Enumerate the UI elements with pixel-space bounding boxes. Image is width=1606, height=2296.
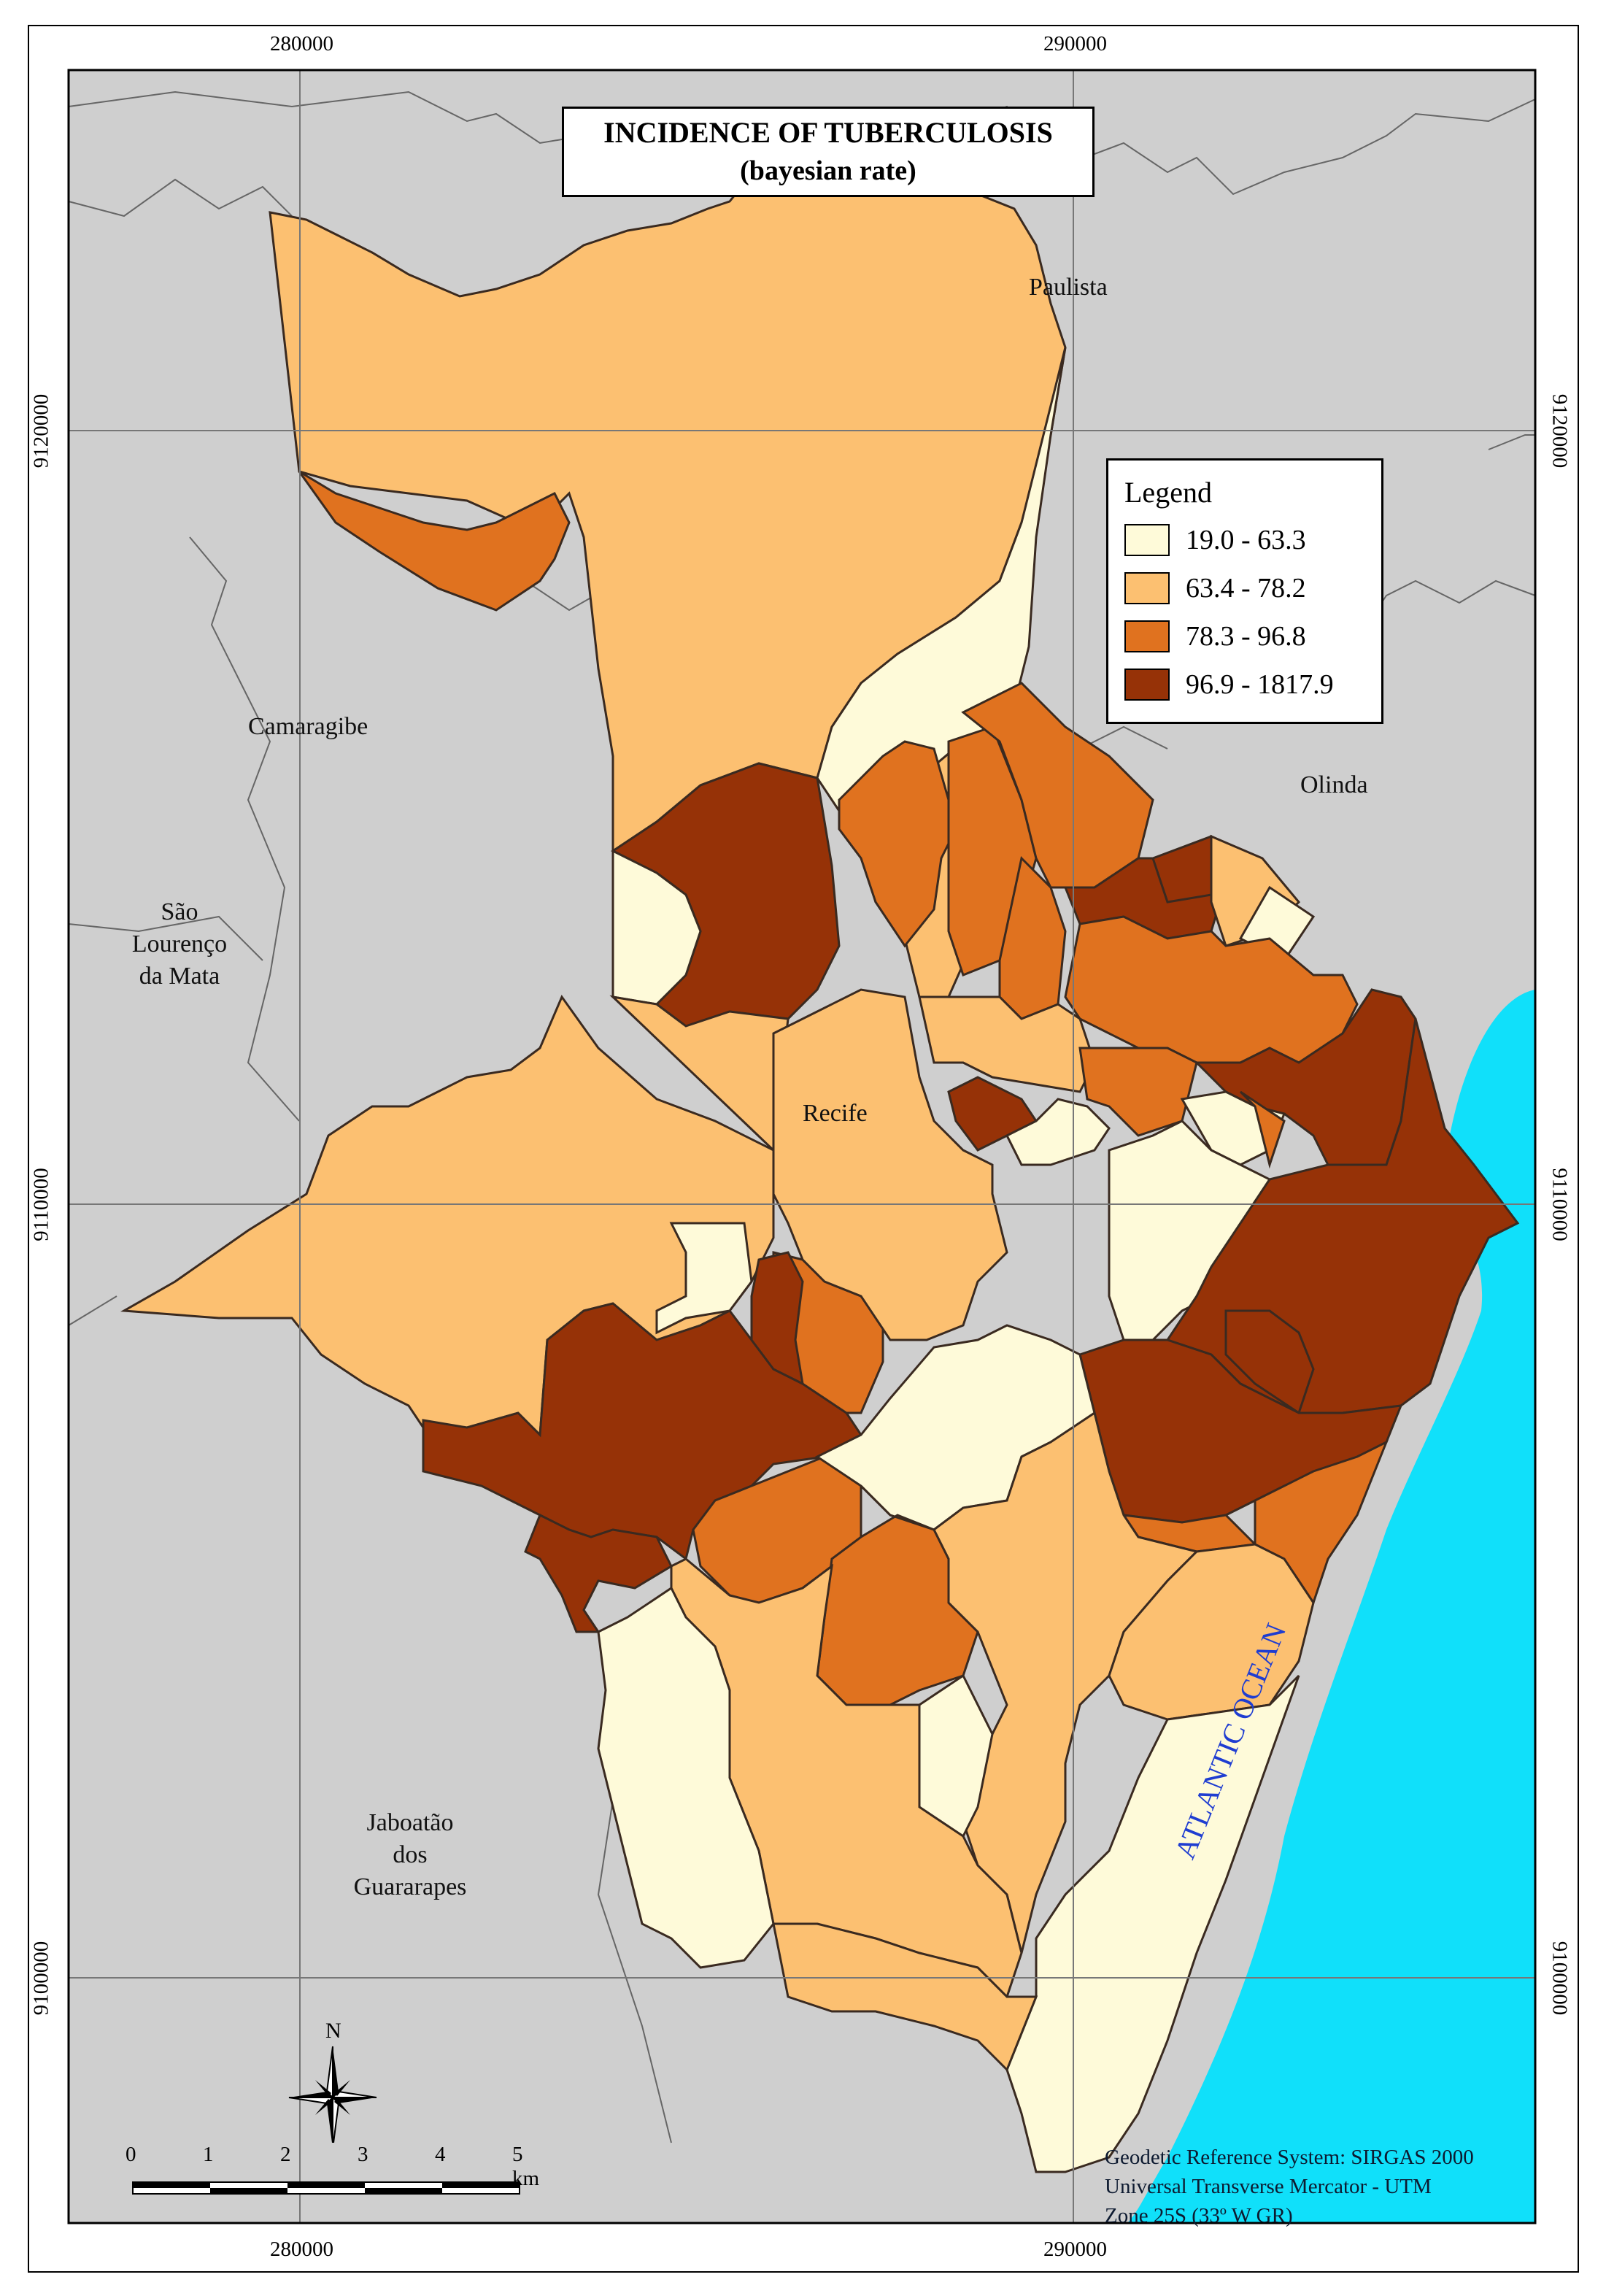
- y-label-right-3: 9100000: [1548, 1941, 1572, 2016]
- district-central-dark-2: [750, 1251, 804, 1386]
- legend-row-2: 63.4 - 78.2: [1124, 570, 1306, 606]
- x-label-bottom-1: 280000: [270, 2238, 333, 2261]
- atlantic-ocean: [1127, 990, 1535, 2223]
- legend-label-2: 63.4 - 78.2: [1186, 573, 1306, 604]
- x-label-bottom-2: 290000: [1043, 2238, 1107, 2261]
- y-label-right-1: 9120000: [1548, 393, 1572, 469]
- reference-line-2: Universal Transverse Mercator - UTM: [1105, 2175, 1432, 2198]
- compass-icon: [288, 2046, 377, 2143]
- district-central-west: [611, 849, 702, 1006]
- place-olinda: Olinda: [1300, 771, 1368, 798]
- district-south-east-yellow: [1005, 1674, 1300, 2173]
- reference-line-1: Geodetic Reference System: SIRGAS 2000: [1105, 2146, 1474, 2169]
- district-east-dark-2: [1224, 1309, 1315, 1415]
- legend: Legend 19.0 - 63.3 63.4 - 78.2 78.3 - 96…: [1106, 458, 1383, 724]
- legend-row-3: 78.3 - 96.8: [1124, 618, 1306, 655]
- map-title: INCIDENCE OF TUBERCULOSIS (bayesian rate…: [562, 107, 1095, 197]
- district-c13: [1005, 1098, 1111, 1166]
- legend-title: Legend: [1124, 476, 1212, 509]
- scale-label-1: 1: [203, 2143, 214, 2166]
- scale-label-2: 2: [280, 2143, 291, 2166]
- map-border: [67, 69, 1537, 2224]
- y-label-left-2: 9110000: [29, 1168, 53, 1241]
- place-camaragibe: Camaragibe: [248, 713, 368, 740]
- district-south-west-yellow: [597, 1586, 775, 1969]
- legend-row-1: 19.0 - 63.3: [1124, 522, 1306, 558]
- legend-swatch-2: [1124, 572, 1170, 604]
- district-c2: [838, 740, 957, 948]
- map-frame: 280000 290000 280000 290000 9120000 9110…: [28, 25, 1579, 2273]
- place-sao-lourenco: São Lourenço da Mata: [131, 898, 228, 990]
- scale-bar-graphic: [132, 2181, 520, 2195]
- district-c15b: [1239, 1090, 1286, 1169]
- place-paulista: Paulista: [1029, 274, 1108, 301]
- legend-label-3: 78.3 - 96.8: [1186, 621, 1306, 652]
- x-label-top-2: 290000: [1043, 32, 1107, 55]
- reference-info: Geodetic Reference System: SIRGAS 2000 U…: [1105, 2143, 1474, 2230]
- title-line-2: (bayesian rate): [740, 155, 916, 186]
- legend-label-4: 96.9 - 1817.9: [1186, 669, 1334, 700]
- y-label-left-1: 9120000: [29, 393, 53, 469]
- place-jaboatao: Jaboatão dos Guararapes: [353, 1809, 467, 1900]
- district-sw-small-dark: [524, 1513, 673, 1633]
- y-label-left-3: 9100000: [29, 1941, 53, 2016]
- y-label-right-2: 9110000: [1548, 1168, 1572, 1241]
- scale-label-4: 4: [435, 2143, 446, 2166]
- reference-line-3: Zone 25S (33º W GR): [1105, 2204, 1293, 2227]
- legend-label-1: 19.0 - 63.3: [1186, 525, 1306, 555]
- place-recife: Recife: [803, 1100, 868, 1127]
- district-south-center: [860, 1411, 1199, 1954]
- legend-swatch-3: [1124, 620, 1170, 652]
- legend-row-4: 96.9 - 1817.9: [1124, 666, 1334, 703]
- scale-label-0: 0: [126, 2143, 136, 2166]
- district-southwest-dark: [422, 1302, 863, 1561]
- legend-swatch-1: [1124, 524, 1170, 556]
- x-label-top-1: 280000: [270, 32, 333, 55]
- district-central-yellow: [655, 1222, 753, 1335]
- grid-lines: [69, 70, 1535, 2223]
- north-label: N: [325, 2019, 341, 2043]
- legend-swatch-4: [1124, 669, 1170, 701]
- district-bottom-lo: [772, 1922, 1038, 2072]
- district-recife-center: [772, 988, 1008, 1341]
- map-canvas: [67, 69, 1537, 2224]
- scale-label-3: 3: [358, 2143, 368, 2166]
- recife-districts: [120, 156, 1520, 2173]
- title-line-1: INCIDENCE OF TUBERCULOSIS: [603, 116, 1053, 149]
- district-north-strip: [298, 470, 571, 612]
- north-arrow: N: [286, 2019, 379, 2143]
